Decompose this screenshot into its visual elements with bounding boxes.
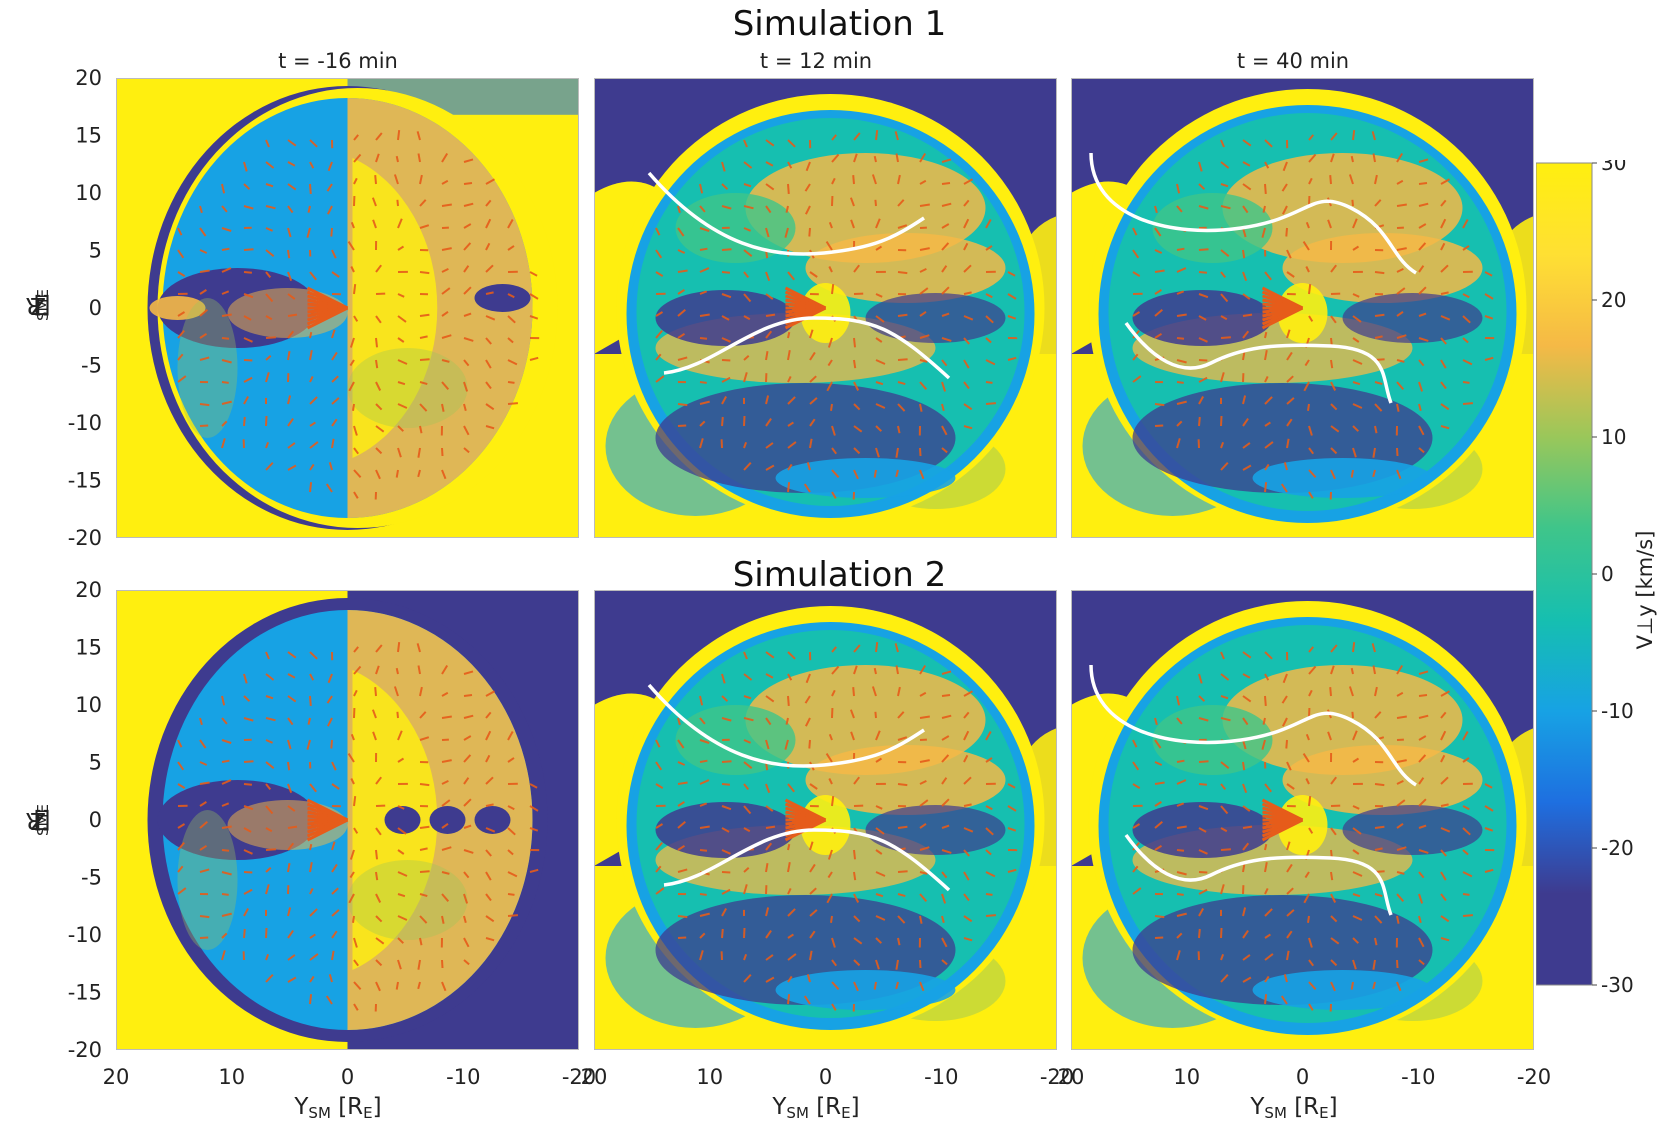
velocity-vectors <box>655 129 1018 500</box>
x-tick-label: 0 <box>819 1065 832 1089</box>
colorbar-tick-label: -10 <box>1601 699 1634 723</box>
panel-frame <box>116 590 579 1050</box>
colorbar-tick-label: -20 <box>1601 836 1634 860</box>
panel-title-t-40: t = 40 min <box>1236 49 1350 73</box>
y-tick-label: 20 <box>75 578 102 602</box>
simulation-2-title: Simulation 2 <box>732 555 947 595</box>
white-curves <box>647 683 951 892</box>
x-tick-label: 0 <box>1296 1065 1309 1089</box>
y-tick-label: 20 <box>75 66 102 90</box>
y-tick-label: 5 <box>89 751 102 775</box>
colorbar-tick-label: -30 <box>1601 973 1634 997</box>
central-jet <box>1261 286 1304 330</box>
y-tick-label: -5 <box>81 354 102 378</box>
heatmap-panel-sim1-t-12 <box>594 78 1057 538</box>
y-tick-label: 0 <box>89 296 102 320</box>
x-tick-label: -10 <box>924 1065 958 1089</box>
x-tick-label: -20 <box>562 1065 596 1089</box>
y-tick-label: -20 <box>68 1038 102 1062</box>
colorbar: 30 20 10 0 -10 -20 -30 <box>1536 160 1634 997</box>
y-tick-label: -10 <box>68 411 102 435</box>
white-curves <box>1089 664 1417 916</box>
y-tick-label: -5 <box>81 866 102 890</box>
panel-frame <box>1071 78 1534 538</box>
central-jet <box>306 798 349 842</box>
heatmap-panel-sim2-t-40 <box>1071 590 1534 1050</box>
x-tick-label: -20 <box>1517 1065 1551 1089</box>
colorbar-tick-label: 0 <box>1601 562 1614 586</box>
colorbar-label: V⊥y [km/s] <box>1633 530 1657 650</box>
white-curves <box>647 171 951 380</box>
y-tick-label: 10 <box>75 693 102 717</box>
simulation-1-title: Simulation 1 <box>732 4 947 44</box>
colorbar-tick-label: 30 <box>1601 160 1626 175</box>
panel-title-t-minus-16: t = -16 min <box>278 49 398 73</box>
x-tick-label: 20 <box>103 1065 130 1089</box>
panel-frame <box>116 78 579 538</box>
x-tick-label: 20 <box>1058 1065 1085 1089</box>
velocity-vectors <box>655 641 1018 1012</box>
central-jet <box>1261 798 1304 842</box>
y-tick-label: 15 <box>75 124 102 148</box>
central-jet <box>306 286 349 330</box>
heatmap-panel-sim2-t-12 <box>594 590 1057 1050</box>
white-curves <box>1089 152 1417 404</box>
y-tick-label: -10 <box>68 923 102 947</box>
y-tick-label: 0 <box>89 808 102 832</box>
x-axis-label-left: YSM [RE] <box>294 1094 382 1122</box>
y-tick-label: 10 <box>75 181 102 205</box>
x-tick-label: -10 <box>1401 1065 1435 1089</box>
panel-frame <box>594 78 1057 538</box>
panel-frame <box>1071 590 1534 1050</box>
x-tick-label: 10 <box>696 1065 723 1089</box>
velocity-vectors <box>177 641 540 1012</box>
velocity-vectors <box>177 129 540 500</box>
heatmap-panel-sim1-t-minus-16 <box>116 78 579 538</box>
x-tick-label: 10 <box>1173 1065 1200 1089</box>
y-tick-label: -15 <box>68 469 102 493</box>
colorbar-tick-label: 10 <box>1601 425 1626 449</box>
x-axis-label-middle: YSM [RE] <box>772 1094 860 1122</box>
y-tick-label: 5 <box>89 239 102 263</box>
panel-title-t-12: t = 12 min <box>759 49 873 73</box>
y-tick-label: -20 <box>68 526 102 550</box>
y-tick-label: 15 <box>75 636 102 660</box>
x-axis-label-right: YSM [RE] <box>1250 1094 1338 1122</box>
y-tick-label: -15 <box>68 981 102 1005</box>
central-jet <box>784 286 827 330</box>
x-tick-label: 0 <box>341 1065 354 1089</box>
x-tick-label: -10 <box>446 1065 480 1089</box>
central-jet <box>784 798 827 842</box>
x-tick-label: 10 <box>218 1065 245 1089</box>
x-tick-label: -20 <box>1040 1065 1074 1089</box>
x-tick-label: 20 <box>581 1065 608 1089</box>
panel-frame <box>594 590 1057 1050</box>
colorbar-gradient <box>1536 162 1593 986</box>
heatmap-panel-sim1-t-40 <box>1071 78 1534 538</box>
heatmap-panel-sim2-t-minus-16 <box>116 590 579 1050</box>
colorbar-tick-label: 20 <box>1601 288 1626 312</box>
